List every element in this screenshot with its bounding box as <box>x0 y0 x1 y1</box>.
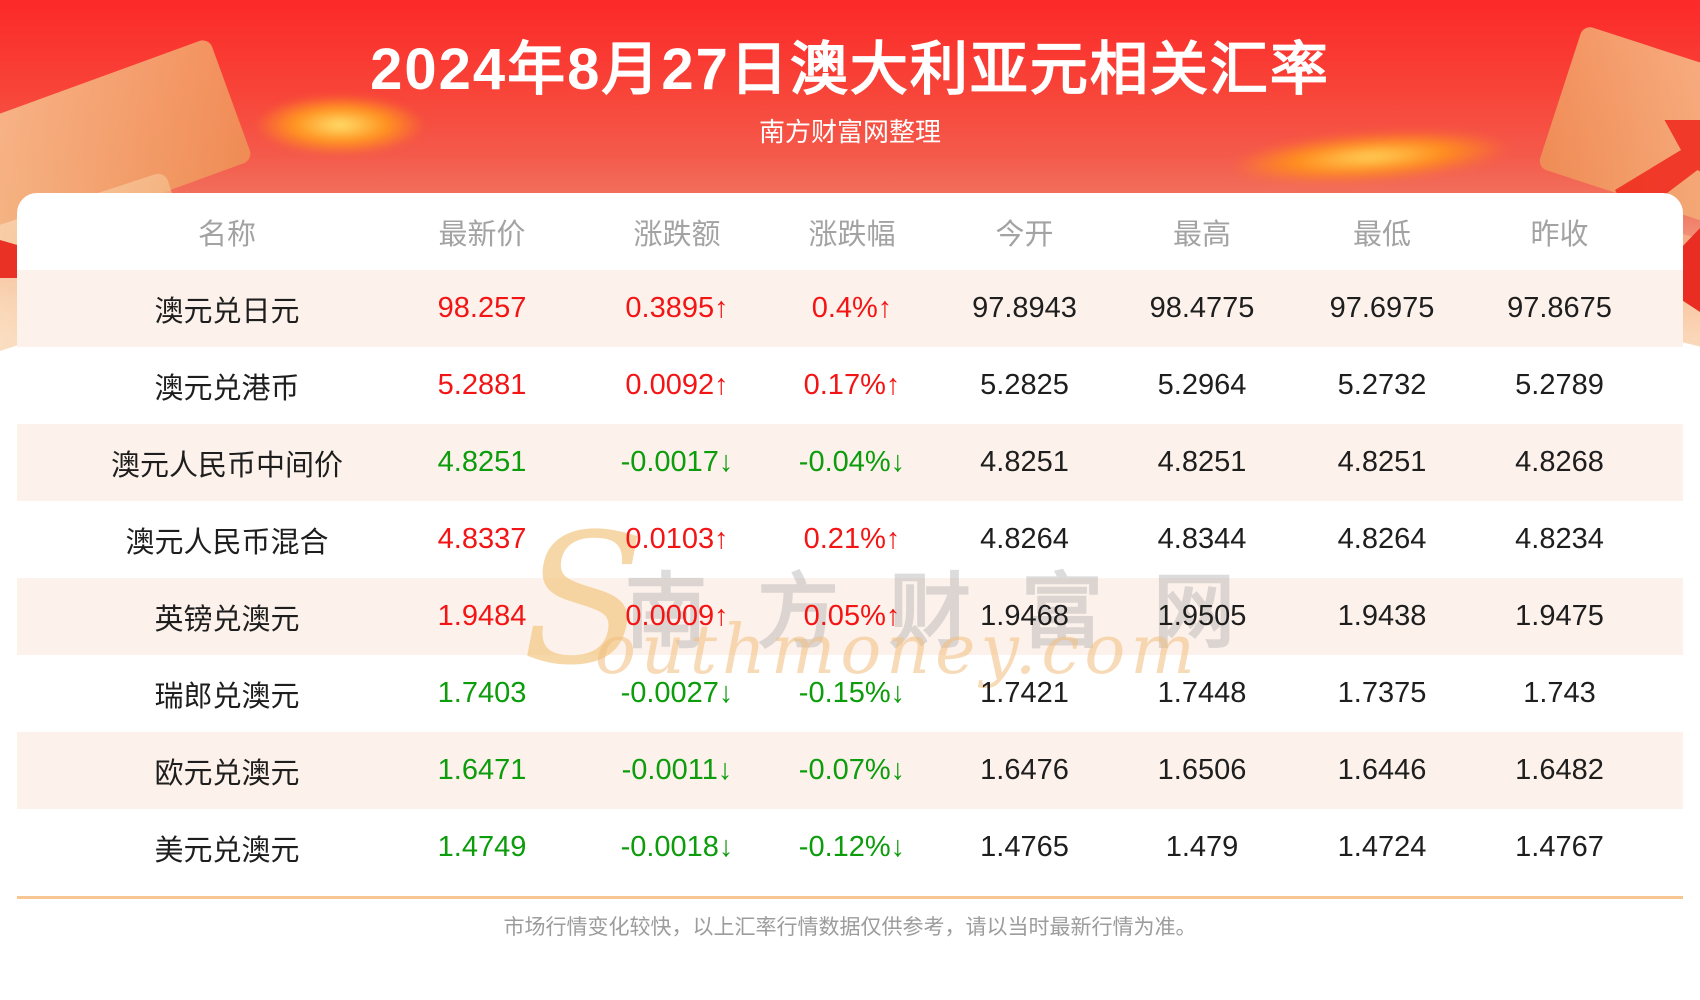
pair-name: 欧元兑澳元 <box>154 757 300 790</box>
latest-price: 4.8251 <box>437 446 527 478</box>
low-price: 1.7375 <box>1337 677 1427 709</box>
pair-name: 英镑兑澳元 <box>154 603 300 636</box>
pair-name: 澳元人民币混合 <box>125 526 329 559</box>
table-row: 英镑兑澳元 1.9484 0.0009↑ 0.05%↑ 1.9468 1.9505 1.94… <box>17 578 1683 655</box>
change-amount: 0.0009↑ <box>625 600 729 632</box>
change-amount: 0.0092↑ <box>625 369 729 401</box>
low-price: 97.6975 <box>1329 292 1435 324</box>
open-price: 1.7421 <box>980 677 1069 709</box>
change-amount: 0.3895↑ <box>625 292 729 324</box>
open-price: 4.8264 <box>980 523 1069 555</box>
pair-name: 美元兑澳元 <box>154 834 300 867</box>
low-price: 5.2732 <box>1337 369 1427 401</box>
high-price: 5.2964 <box>1157 369 1247 401</box>
change-percent: -0.12%↓ <box>798 831 906 863</box>
column-header: 涨跌幅 <box>808 218 896 251</box>
prev-close-price: 1.4767 <box>1515 831 1604 863</box>
table-row: 澳元人民币混合 4.8337 0.0103↑ 0.21%↑ 4.8264 4.8344 4.… <box>17 501 1683 578</box>
high-price: 1.9505 <box>1157 600 1247 632</box>
pair-name: 澳元兑港币 <box>154 372 300 405</box>
latest-price: 1.4749 <box>437 831 527 863</box>
latest-price: 5.2881 <box>437 369 527 401</box>
change-percent: 0.4%↑ <box>811 292 893 324</box>
page-subtitle: 南方财富网整理 <box>758 117 941 147</box>
disclaimer-text: 市场行情变化较快，以上汇率行情数据仅供参考，请以当时最新行情为准。 <box>503 916 1197 939</box>
high-price: 1.6506 <box>1157 754 1247 786</box>
latest-price: 1.9484 <box>437 600 527 632</box>
prev-close-price: 97.8675 <box>1507 292 1612 324</box>
table-row: 美元兑澳元 1.4749 -0.0018↓ -0.12%↓ 1.4765 1.479 1.4… <box>17 809 1683 886</box>
low-price: 4.8264 <box>1337 523 1427 555</box>
change-amount: 0.0103↑ <box>625 523 729 555</box>
open-price: 97.8943 <box>972 292 1077 324</box>
prev-close-price: 1.743 <box>1523 677 1596 709</box>
open-price: 5.2825 <box>980 369 1069 401</box>
prev-close-price: 4.8268 <box>1515 446 1604 478</box>
rates-table: 名称 最新价 涨跌额 涨跌幅 今开 最高 最低 昨收澳元兑日元 98.257 0.3895↑ 0.4… <box>17 193 1683 886</box>
table-header-row: 名称 最新价 涨跌额 涨跌幅 今开 最高 最低 昨收 <box>17 193 1683 270</box>
low-price: 4.8251 <box>1337 446 1427 478</box>
change-amount: -0.0027↓ <box>620 677 734 709</box>
table-row: 澳元兑港币 5.2881 0.0092↑ 0.17%↑ 5.2825 5.2964 5.27… <box>17 347 1683 424</box>
pair-name: 瑞郎兑澳元 <box>154 680 300 713</box>
prev-close-price: 4.8234 <box>1515 523 1604 555</box>
column-header: 最高 <box>1172 218 1231 251</box>
open-price: 1.4765 <box>980 831 1069 863</box>
change-percent: 0.21%↑ <box>803 523 901 555</box>
table-row: 澳元兑日元 98.257 0.3895↑ 0.4%↑ 97.8943 98.4775 97.… <box>17 270 1683 347</box>
high-price: 4.8251 <box>1157 446 1247 478</box>
change-percent: -0.04%↓ <box>798 446 906 478</box>
table-row: 澳元人民币中间价 4.8251 -0.0017↓ -0.04%↓ 4.8251 4.825… <box>17 424 1683 501</box>
column-header: 最新价 <box>438 218 526 251</box>
change-percent: 0.17%↑ <box>803 369 901 401</box>
pair-name: 澳元人民币中间价 <box>110 449 343 482</box>
column-header: 最低 <box>1352 218 1411 251</box>
low-price: 1.6446 <box>1337 754 1427 786</box>
change-amount: -0.0011↓ <box>621 754 733 786</box>
change-amount: -0.0018↓ <box>620 831 734 863</box>
open-price: 1.6476 <box>980 754 1069 786</box>
change-percent: -0.07%↓ <box>798 754 906 786</box>
open-price: 1.9468 <box>980 600 1069 632</box>
rates-table-card: S 南方财富网 outhmoney.com 名称 最新价 涨跌额 涨跌幅 今开 最高 最低昨… <box>17 193 1683 1000</box>
page-title: 2024年8月27日澳大利亚元相关汇率 <box>370 37 1330 102</box>
table-row: 欧元兑澳元 1.6471 -0.0011↓ -0.07%↓ 1.6476 1.6506 1.… <box>17 732 1683 809</box>
low-price: 1.9438 <box>1337 600 1427 632</box>
latest-price: 4.8337 <box>437 523 527 555</box>
prev-close-price: 1.9475 <box>1515 600 1604 632</box>
change-percent: 0.05%↑ <box>803 600 901 632</box>
high-price: 4.8344 <box>1157 523 1247 555</box>
change-amount: -0.0017↓ <box>620 446 734 478</box>
column-header: 今开 <box>995 218 1054 251</box>
high-price: 98.4775 <box>1149 292 1255 324</box>
column-header: 昨收 <box>1530 218 1589 251</box>
latest-price: 98.257 <box>437 292 527 324</box>
low-price: 1.4724 <box>1337 831 1427 863</box>
column-header: 涨跌额 <box>633 218 721 251</box>
table-row: 瑞郎兑澳元 1.7403 -0.0027↓ -0.15%↓ 1.7421 1.7448 1.… <box>17 655 1683 732</box>
footer-divider <box>17 896 1683 899</box>
high-price: 1.7448 <box>1157 677 1247 709</box>
latest-price: 1.7403 <box>437 677 527 709</box>
latest-price: 1.6471 <box>437 754 527 786</box>
change-percent: -0.15%↓ <box>798 677 906 709</box>
high-price: 1.479 <box>1165 831 1239 863</box>
prev-close-price: 1.6482 <box>1515 754 1604 786</box>
open-price: 4.8251 <box>980 446 1069 478</box>
column-header: 名称 <box>197 218 256 251</box>
prev-close-price: 5.2789 <box>1515 369 1604 401</box>
pair-name: 澳元兑日元 <box>154 295 300 328</box>
